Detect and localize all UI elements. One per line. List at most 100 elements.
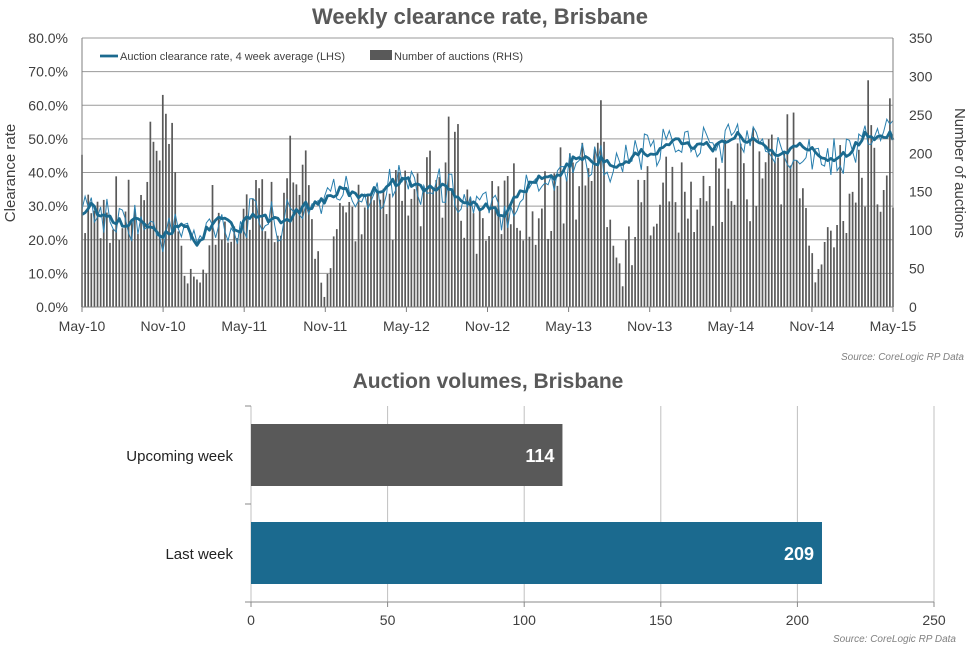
- y-axis-right-label: Number of auctions: [951, 108, 968, 238]
- auction-bar: [823, 241, 826, 307]
- x-tick-label: 150: [649, 612, 673, 628]
- auction-bar: [649, 235, 652, 307]
- auction-bar: [165, 113, 167, 307]
- auction-bar: [864, 206, 866, 307]
- auction-bar: [286, 178, 288, 307]
- auction-bar: [708, 186, 711, 307]
- auction-bar: [304, 150, 307, 307]
- auction-bar: [109, 242, 111, 307]
- auction-bar: [652, 226, 655, 307]
- legend-item-auctions: Number of auctions (RHS): [394, 51, 523, 63]
- y-left-tick-label: 10.0%: [28, 265, 68, 281]
- auction-bar: [242, 208, 245, 307]
- auction-bar: [121, 228, 124, 307]
- bar-value-label: 209: [784, 544, 814, 564]
- auction-bar: [556, 185, 559, 307]
- auction-bar: [320, 282, 323, 307]
- x-tick-label: May-13: [545, 318, 592, 334]
- auction-bar: [426, 157, 428, 307]
- x-tick-label: Nov-11: [303, 318, 347, 334]
- auction-bar: [516, 227, 518, 307]
- auction-bar: [186, 283, 189, 307]
- auction-bar: [786, 114, 789, 307]
- auction-bar: [618, 263, 621, 307]
- x-tick-label: May-10: [59, 318, 106, 334]
- auction-bar: [876, 204, 879, 307]
- auction-bar: [777, 157, 779, 307]
- auction-bar: [208, 245, 211, 307]
- auction-bar: [854, 202, 857, 307]
- auction-bar: [783, 153, 786, 307]
- auction-bar: [385, 214, 388, 307]
- source-note: Source: CoreLogic RP Data: [841, 352, 964, 363]
- auction-bar: [609, 219, 612, 307]
- auction-bar: [87, 194, 90, 307]
- auction-bar: [202, 269, 205, 307]
- auction-bar: [541, 208, 543, 307]
- legend-item-clearance: Auction clearance rate, 4 week average (…: [120, 51, 345, 63]
- auction-bar: [416, 173, 419, 307]
- auction-bar: [817, 269, 820, 307]
- auction-bar: [659, 204, 661, 307]
- auction-bar: [177, 231, 180, 307]
- y-left-tick-label: 40.0%: [28, 165, 68, 181]
- auction-bar: [814, 282, 817, 307]
- auction-bar: [491, 181, 494, 307]
- auction-bar: [696, 209, 699, 307]
- auction-bar: [637, 179, 640, 307]
- auction-bar: [519, 230, 521, 307]
- auction-bar: [220, 239, 223, 307]
- auction-bar: [382, 188, 385, 307]
- auction-bar: [603, 141, 605, 307]
- auction-bar: [248, 229, 251, 307]
- auction-bar: [596, 142, 599, 307]
- auction-bar: [687, 218, 689, 307]
- auction-bar: [724, 139, 727, 307]
- auction-bar: [140, 194, 142, 307]
- auction-bar: [410, 198, 413, 307]
- auction-bar: [774, 161, 776, 307]
- auction-bar: [224, 221, 226, 307]
- auction-bar: [283, 192, 285, 307]
- auction-bar: [398, 172, 400, 307]
- auction-bar: [457, 124, 459, 307]
- auction-bar: [833, 247, 835, 307]
- auction-bar: [407, 215, 410, 307]
- auction-bar: [96, 201, 99, 307]
- auction-bar: [826, 227, 829, 307]
- auction-bar: [469, 197, 472, 307]
- auction-bar: [764, 162, 767, 307]
- auction-bar: [525, 190, 528, 307]
- auction-bar: [513, 163, 515, 307]
- auction-bar: [711, 225, 714, 307]
- auction-bar: [497, 186, 500, 307]
- auction-bar: [196, 279, 198, 307]
- x-tick-label: Nov-12: [465, 318, 510, 334]
- category-label: Upcoming week: [126, 448, 233, 465]
- y-axis-left-label: Clearance rate: [2, 124, 19, 222]
- auction-bar: [460, 220, 462, 307]
- auction-bar: [565, 178, 568, 307]
- auction-bar: [161, 94, 164, 308]
- auction-bar: [348, 201, 351, 307]
- auction-bar: [522, 240, 525, 307]
- auction-bar: [742, 163, 745, 307]
- bar-value-label: 114: [525, 446, 554, 466]
- auction-bar: [450, 189, 453, 307]
- auction-bar: [808, 245, 810, 307]
- auction-bar: [485, 240, 487, 307]
- auction-bar: [205, 273, 208, 307]
- auction-bar: [199, 282, 201, 307]
- auction-bar: [494, 207, 497, 307]
- auction-bar: [93, 210, 96, 307]
- auction-bar: [705, 201, 708, 307]
- auction-bar: [795, 160, 798, 307]
- auction-bar: [767, 139, 770, 307]
- auction-bar: [171, 122, 173, 307]
- auction-bar: [857, 149, 860, 307]
- auction-bar: [509, 224, 512, 307]
- auction-bar: [354, 241, 357, 307]
- auction-bar: [370, 195, 372, 307]
- auction-bar: [441, 217, 444, 307]
- y-left-tick-label: 60.0%: [28, 97, 68, 113]
